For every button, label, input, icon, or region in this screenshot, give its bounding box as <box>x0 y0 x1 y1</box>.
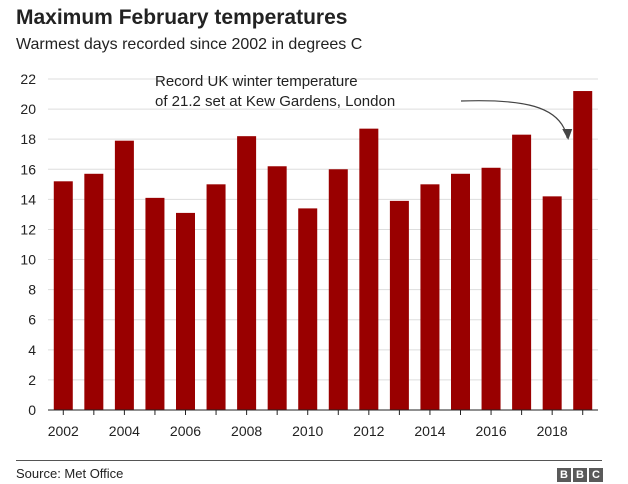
y-tick-label: 12 <box>20 221 36 237</box>
annotation-line-2: of 21.2 set at Kew Gardens, London <box>155 93 395 110</box>
x-tick-label: 2010 <box>292 423 323 439</box>
bar-2005 <box>145 197 165 410</box>
bar-2011 <box>328 169 348 410</box>
y-tick-label: 6 <box>28 312 36 328</box>
bar-2008 <box>237 136 257 410</box>
bar-2019 <box>573 91 593 410</box>
y-tick-label: 22 <box>20 71 36 87</box>
x-axis-ticks: 2002 2004 2006 2008 2010 2012 2014 2016 2018 <box>48 410 584 439</box>
bbc-logo: B B C <box>557 468 603 482</box>
logo-letter: C <box>589 468 603 482</box>
chart-title: Maximum February temperatures <box>16 6 348 29</box>
annotation-line-1: Record UK winter temperature <box>155 73 358 90</box>
gridlines <box>48 78 598 381</box>
logo-letter: B <box>557 468 571 482</box>
bar-2012 <box>359 128 379 410</box>
x-tick-label: 2012 <box>353 423 384 439</box>
bar-2007 <box>206 184 226 410</box>
bar-2016 <box>481 167 501 410</box>
bar-2014 <box>420 184 440 410</box>
y-axis-ticks: 0 2 4 6 8 10 12 14 16 18 20 22 <box>20 71 36 418</box>
bar-2006 <box>176 212 195 410</box>
annotation-arrow <box>460 100 568 139</box>
y-tick-label: 18 <box>20 131 36 147</box>
x-tick-label: 2018 <box>537 423 568 439</box>
bar-2010 <box>298 208 318 410</box>
y-tick-label: 16 <box>20 161 36 177</box>
bar-2004 <box>114 140 134 410</box>
bar-2013 <box>389 200 409 410</box>
x-tick-label: 2002 <box>48 423 79 439</box>
y-tick-label: 8 <box>28 282 36 298</box>
bar-2009 <box>267 166 287 410</box>
y-tick-label: 10 <box>20 252 36 268</box>
y-tick-label: 14 <box>20 191 36 207</box>
footer-divider <box>16 460 602 461</box>
x-tick-label: 2008 <box>231 423 262 439</box>
x-tick-label: 2004 <box>109 423 140 439</box>
x-tick-label: 2006 <box>170 423 201 439</box>
bars <box>53 91 593 410</box>
y-tick-label: 2 <box>28 372 36 388</box>
logo-letter: B <box>573 468 587 482</box>
x-tick-label: 2014 <box>414 423 445 439</box>
y-tick-label: 4 <box>28 342 36 358</box>
bar-2018 <box>542 196 562 410</box>
bar-chart: 0 2 4 6 8 10 12 14 16 18 20 22 2002 2004 2006 2008 2010… <box>20 71 598 439</box>
bar-2015 <box>451 173 470 410</box>
y-tick-label: 20 <box>20 101 36 117</box>
annotation: Record UK winter temperature of 21.2 set… <box>155 73 573 141</box>
bar-2017 <box>512 134 532 410</box>
bar-2002 <box>53 181 73 410</box>
x-tick-label: 2016 <box>475 423 506 439</box>
annotation-arrowhead <box>562 129 573 141</box>
y-tick-label: 0 <box>28 402 36 418</box>
bar-2003 <box>84 173 104 410</box>
source-note: Source: Met Office <box>16 466 124 481</box>
chart-subtitle: Warmest days recorded since 2002 in degr… <box>16 36 363 53</box>
